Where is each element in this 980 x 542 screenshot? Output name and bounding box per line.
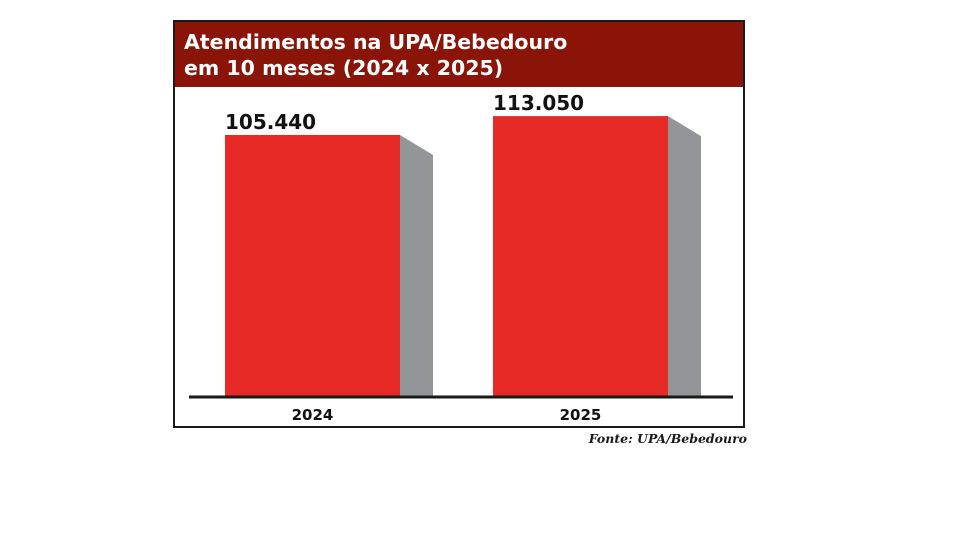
x-tick-label-2024: 2024: [292, 406, 334, 424]
bar-side-2025: [668, 116, 701, 397]
chart-title-line-1: Atendimentos na UPA/Bebedouro: [184, 30, 568, 54]
data-label-2024: 105.440: [225, 110, 316, 134]
bar-side-2024: [400, 135, 433, 397]
bar-2024: [225, 135, 400, 397]
x-tick-label-2025: 2025: [560, 406, 602, 424]
bar-2025: [493, 116, 668, 397]
chart-title: Atendimentos na UPA/Bebedouro em 10 mese…: [175, 22, 743, 87]
data-label-2025: 113.050: [493, 91, 584, 115]
source-note: Fonte: UPA/Bebedouro: [588, 431, 747, 446]
chart-title-line-2: em 10 meses (2024 x 2025): [184, 56, 504, 80]
